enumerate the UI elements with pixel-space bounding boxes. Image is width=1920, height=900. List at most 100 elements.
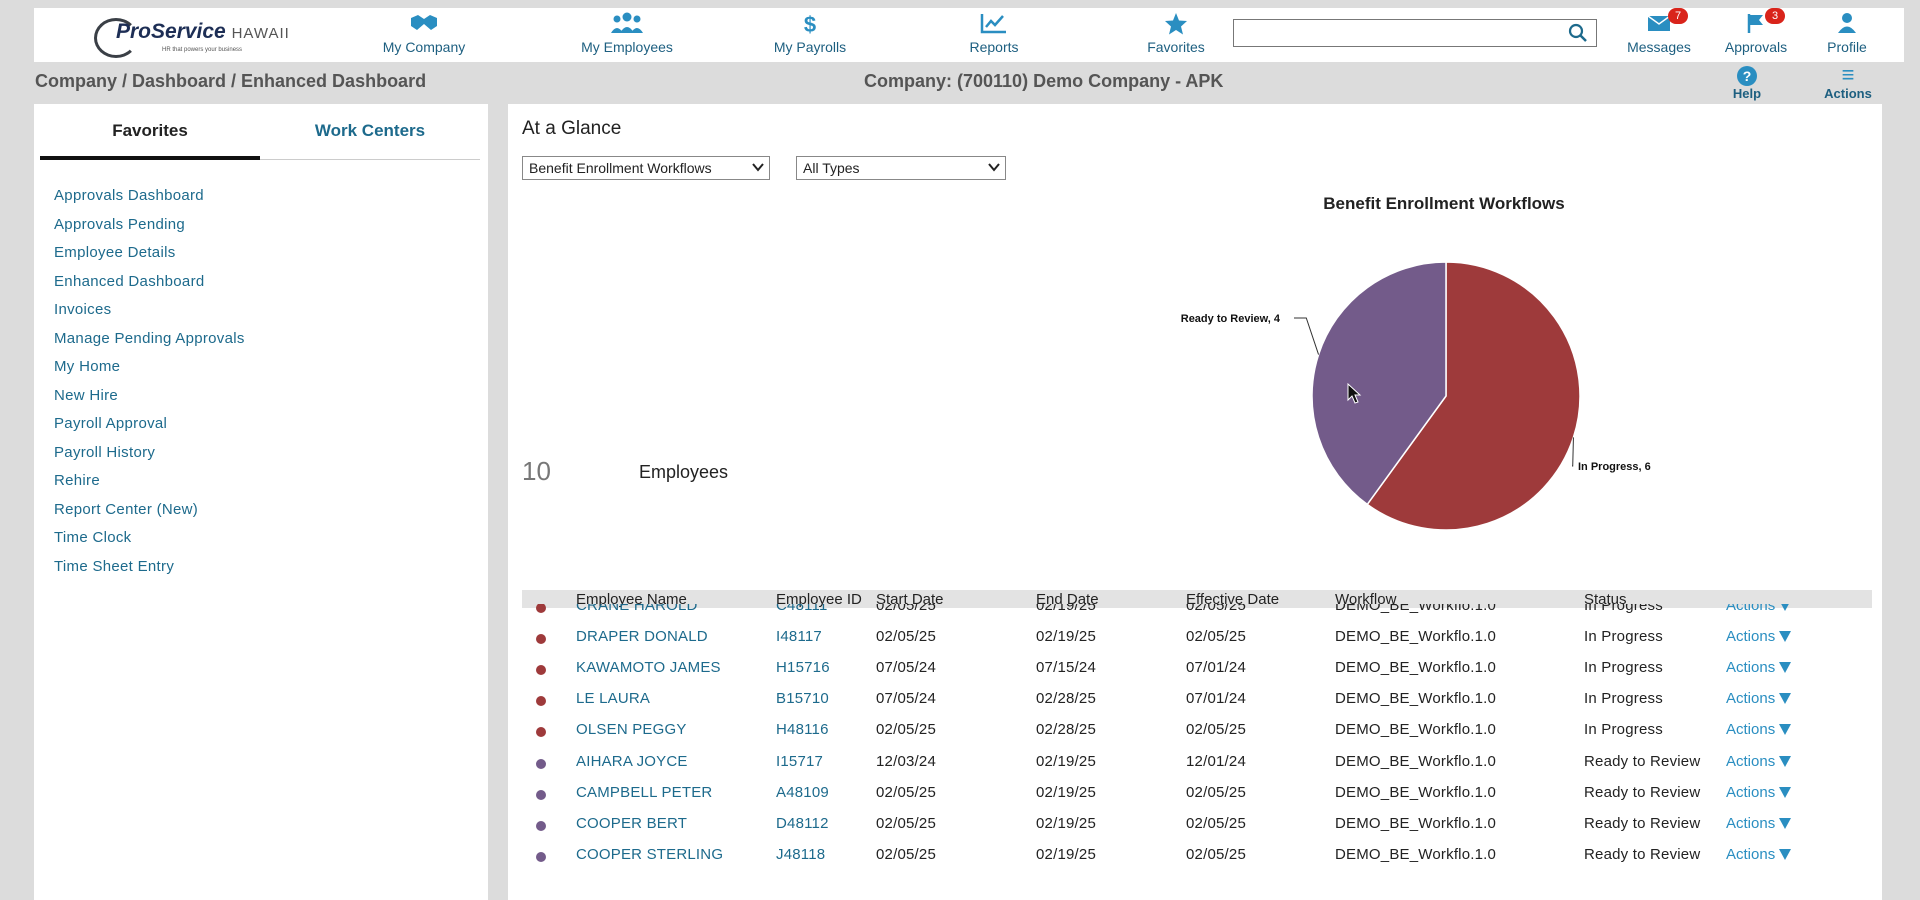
- col-workflow[interactable]: Workflow: [1335, 591, 1397, 608]
- status-dot: [536, 696, 546, 707]
- pie-slice-ready-to-review[interactable]: [1311, 261, 1447, 506]
- type-select[interactable]: All Types: [796, 156, 1006, 180]
- status-text: Ready to Review: [1584, 814, 1701, 832]
- row-actions-dropdown[interactable]: Actions: [1726, 690, 1792, 707]
- employee-id-link[interactable]: I48117: [776, 628, 822, 646]
- sidebar-item-manage-pending-approvals[interactable]: Manage Pending Approvals: [54, 329, 245, 347]
- sidebar-item-enhanced-dashboard[interactable]: Enhanced Dashboard: [54, 272, 205, 290]
- employee-name-link[interactable]: CAMPBELL PETER: [576, 783, 713, 801]
- sidebar-item-approvals-pending[interactable]: Approvals Pending: [54, 215, 186, 233]
- nav-messages[interactable]: 7 Messages: [1614, 8, 1704, 55]
- star-icon: [1106, 12, 1246, 38]
- start-date: 02/05/25: [876, 721, 936, 739]
- nav-label: My Payrolls: [773, 39, 847, 55]
- col-status[interactable]: Status: [1584, 591, 1627, 608]
- employee-count-label: Employees: [639, 462, 729, 482]
- col-end-date[interactable]: End Date: [1036, 591, 1099, 608]
- sidebar-item-time-clock[interactable]: Time Clock: [54, 529, 132, 546]
- sidebar-item-payroll-history[interactable]: Payroll History: [54, 443, 156, 461]
- employee-name-link[interactable]: LE LAURA: [576, 690, 651, 708]
- sidebar-item-employee-details[interactable]: Employee Details: [54, 244, 176, 261]
- benefit-enrollment-pie-chart: In Progress, 6 Ready to Review, 4: [1181, 261, 1651, 531]
- employee-id-link[interactable]: H15716: [776, 659, 830, 677]
- nav-profile[interactable]: Profile: [1812, 12, 1882, 55]
- sidebar-item-new-hire[interactable]: New Hire: [54, 386, 119, 404]
- sidebar-item-approvals-dashboard[interactable]: Approvals Dashboard: [54, 187, 204, 204]
- workflow-select[interactable]: Benefit Enrollment Workflows: [522, 156, 770, 180]
- triangle-down-icon: [1779, 693, 1792, 705]
- employee-id-link[interactable]: A48109: [776, 783, 829, 801]
- employee-name-link[interactable]: AIHARA JOYCE: [576, 752, 688, 770]
- effective-date: 02/05/25: [1186, 783, 1246, 801]
- employee-id-link[interactable]: B15710: [776, 690, 829, 708]
- nav-my-employees[interactable]: My Employees: [542, 12, 712, 55]
- col-employee-id[interactable]: Employee ID: [776, 591, 862, 608]
- type-select-value: All Types: [803, 160, 860, 176]
- row-actions-dropdown[interactable]: Actions: [1726, 604, 1792, 614]
- triangle-down-icon: [1779, 604, 1792, 611]
- triangle-down-icon: [1779, 724, 1792, 736]
- status-text: Ready to Review: [1584, 845, 1701, 863]
- employee-id-link[interactable]: D48112: [776, 814, 829, 832]
- row-actions-dropdown[interactable]: Actions: [1726, 721, 1792, 738]
- search-input[interactable]: [1234, 20, 1554, 46]
- row-actions-dropdown[interactable]: Actions: [1726, 784, 1792, 801]
- end-date: 02/28/25: [1036, 721, 1096, 739]
- employee-id-link[interactable]: H48116: [776, 721, 829, 739]
- row-actions-dropdown[interactable]: Actions: [1726, 628, 1792, 645]
- help-icon: ?: [1737, 66, 1757, 86]
- search-icon[interactable]: [1568, 23, 1588, 43]
- chart-title: Benefit Enrollment Workflows: [1323, 194, 1565, 213]
- pie-slice-in-progress[interactable]: [1366, 261, 1581, 531]
- nav-my-company[interactable]: My Company: [354, 12, 494, 55]
- end-date: 02/19/25: [1036, 783, 1096, 801]
- nav-my-payrolls[interactable]: $ My Payrolls: [740, 12, 880, 55]
- workflow-select-value: Benefit Enrollment Workflows: [529, 160, 712, 176]
- help-button[interactable]: ? Help: [1724, 66, 1770, 101]
- row-actions-dropdown[interactable]: Actions: [1726, 753, 1792, 770]
- row-actions-dropdown[interactable]: Actions: [1726, 659, 1792, 676]
- proservice-logo[interactable]: ProService HAWAII HR that powers your bu…: [94, 14, 304, 58]
- sidebar-item-payroll-approval[interactable]: Payroll Approval: [54, 415, 168, 432]
- sidebar-item-invoices[interactable]: Invoices: [54, 301, 112, 318]
- status-text: In Progress: [1584, 659, 1663, 677]
- employee-count: 10: [522, 456, 551, 486]
- col-effective-date[interactable]: Effective Date: [1186, 591, 1280, 608]
- people-icon: [542, 12, 712, 38]
- employee-name-link[interactable]: KAWAMOTO JAMES: [576, 659, 721, 677]
- end-date: 02/19/25: [1036, 752, 1096, 770]
- employee-name-link[interactable]: CRANE HAROLD: [576, 604, 698, 614]
- employee-id-link[interactable]: J48118: [776, 845, 826, 863]
- row-actions-dropdown[interactable]: Actions: [1726, 846, 1792, 863]
- workflow-name: DEMO_BE_Workflo.1.0: [1335, 721, 1497, 739]
- employee-name-link[interactable]: COOPER STERLING: [576, 845, 724, 863]
- employee-id-link[interactable]: I15717: [776, 752, 824, 770]
- nav-approvals[interactable]: 3 Approvals: [1711, 8, 1801, 55]
- actions-menu-button[interactable]: ≡ Actions: [1820, 64, 1876, 102]
- workflow-name: DEMO_BE_Workflo.1.0: [1335, 690, 1497, 708]
- dollar-icon: $: [803, 12, 817, 37]
- employee-id-link[interactable]: C48111: [776, 604, 828, 614]
- sidebar-item-report-center[interactable]: Report Center (New): [54, 500, 199, 518]
- employee-name-link[interactable]: COOPER BERT: [576, 814, 688, 832]
- status-text: In Progress: [1584, 721, 1663, 739]
- sidebar-item-rehire[interactable]: Rehire: [54, 472, 100, 489]
- tab-favorites[interactable]: Favorites: [40, 118, 260, 160]
- employee-name-link[interactable]: DRAPER DONALD: [576, 628, 708, 646]
- end-date: 07/15/24: [1036, 659, 1096, 677]
- tab-work-centers[interactable]: Work Centers: [314, 121, 426, 140]
- end-date: 02/19/25: [1036, 814, 1096, 832]
- col-start-date[interactable]: Start Date: [876, 591, 944, 608]
- sidebar-item-time-sheet-entry[interactable]: Time Sheet Entry: [54, 557, 175, 575]
- top-nav-bar: ProService HAWAII HR that powers your bu…: [34, 8, 1904, 62]
- nav-reports[interactable]: Reports: [924, 12, 1064, 55]
- status-text: Ready to Review: [1584, 783, 1701, 801]
- row-actions-dropdown[interactable]: Actions: [1726, 815, 1792, 832]
- messages-count-badge: 7: [1668, 8, 1688, 24]
- nav-favorites[interactable]: Favorites: [1106, 12, 1246, 55]
- envelope-icon: [1614, 12, 1704, 38]
- employee-name-link[interactable]: OLSEN PEGGY: [576, 721, 687, 739]
- mouse-cursor-icon: [1347, 383, 1362, 404]
- sidebar-item-my-home[interactable]: My Home: [54, 358, 121, 375]
- col-employee-name[interactable]: Employee Name: [576, 591, 687, 608]
